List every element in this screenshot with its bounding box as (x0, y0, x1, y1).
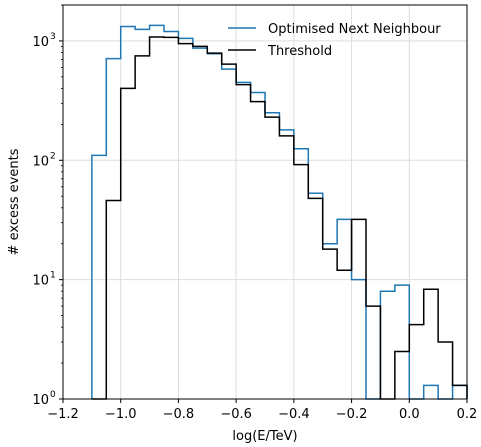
y-tick-label: 10 (32, 35, 49, 50)
legend-label-threshold: Threshold (267, 44, 332, 59)
x-tick-label: 0.0 (399, 407, 420, 422)
series-line-threshold (91, 36, 468, 400)
y-tick-label-exponent: 0 (50, 390, 56, 400)
x-tick-label: −1.0 (105, 407, 137, 422)
x-axis: −1.2 −1.0 −0.8 −0.6 −0.4 −0.2 0.0 0.2 (47, 399, 477, 422)
legend: Optimised Next Neighbour Threshold (228, 22, 441, 59)
series-layer (91, 24, 468, 400)
x-tick-label: −0.2 (336, 407, 368, 422)
y-tick-label: 10 (32, 393, 49, 408)
y-axis-label: # excess events (7, 148, 22, 255)
y-tick-label-exponent: 2 (50, 151, 56, 161)
x-tick-label: −0.6 (220, 407, 252, 422)
y-tick-label: 10 (32, 154, 49, 169)
x-tick-label: 0.2 (457, 407, 478, 422)
x-tick-label: −0.4 (278, 407, 310, 422)
x-tick-label: −1.2 (47, 407, 79, 422)
x-tick-label: −0.8 (163, 407, 195, 422)
grid (62, 5, 468, 400)
legend-label-optimised-next-neighbour: Optimised Next Neighbour (268, 22, 441, 37)
y-tick-label-exponent: 3 (50, 32, 56, 42)
x-axis-label: log(E/TeV) (232, 429, 297, 444)
y-tick-label-exponent: 1 (50, 271, 56, 281)
y-tick-label: 10 (32, 274, 49, 289)
series-line-optimised-next-neighbour (91, 24, 468, 400)
plot-frame (62, 4, 468, 400)
